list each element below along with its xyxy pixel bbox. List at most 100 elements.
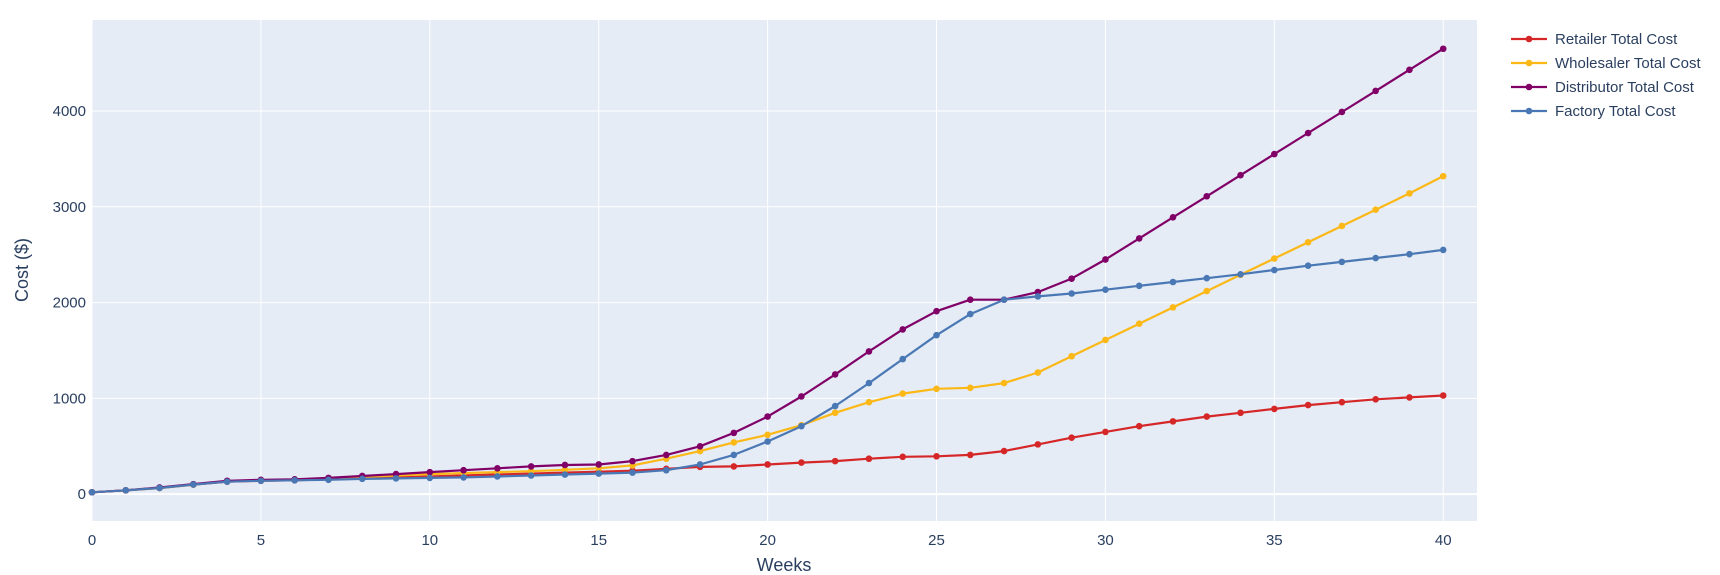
data-point [1169,214,1177,221]
data-point [1237,271,1244,278]
data-point [460,466,467,474]
data-point [831,457,839,465]
data-point [1102,286,1109,293]
data-point [1406,190,1413,197]
data-point [1102,256,1109,263]
data-point [629,457,636,465]
data-point [122,487,130,494]
data-point [696,442,704,450]
data-point [1135,282,1143,290]
data-point [223,478,231,486]
legend-marker [1525,83,1533,91]
legend-label: Distributor Total Cost [1555,79,1695,96]
legend-item: Factory Total Cost [1511,103,1676,120]
data-point [730,429,738,437]
y-tick-label: 1000 [53,390,86,407]
data-point [1135,320,1143,327]
y-tick-label: 3000 [53,199,86,216]
data-point [190,481,197,488]
data-point [865,455,873,463]
legend-item: Retailer Total Cost [1511,31,1678,48]
data-point [798,393,805,400]
data-point [1406,250,1413,258]
data-point [831,409,839,417]
data-point [865,398,873,406]
data-point [831,402,839,410]
legend-label: Retailer Total Cost [1555,31,1678,48]
data-point [1372,396,1379,403]
data-point [696,461,704,468]
data-point [662,466,670,474]
data-point [1237,409,1244,417]
series-lines [88,45,1447,496]
data-point [1237,171,1244,179]
data-point [561,466,569,474]
data-point [865,379,873,387]
data-point [1372,254,1379,262]
y-tick-labels: 0 1000 2000 3000 4000 [53,103,86,503]
x-tick-label: 20 [759,532,776,549]
data-point [1000,296,1008,304]
data-point [764,431,771,439]
data-point [730,463,738,470]
data-point [865,348,873,355]
data-point [1135,235,1143,242]
x-tick-label: 25 [928,532,945,549]
data-point [899,453,907,461]
data-point [966,451,974,459]
data-point [662,451,670,459]
data-point [392,475,400,482]
data-point [1271,150,1278,158]
data-point [1439,172,1447,180]
x-tick-label: 40 [1435,532,1452,549]
legend-marker [1525,59,1533,67]
data-point [527,472,535,479]
legend-marker [1525,107,1533,115]
x-tick-label: 5 [257,532,265,549]
data-point [156,484,163,492]
data-point [460,474,467,481]
series-factory-total-cost [88,246,1447,496]
data-point [1372,87,1379,95]
data-point [1203,274,1211,282]
data-point [798,459,805,466]
data-point [1068,275,1075,282]
legend-item: Distributor Total Cost [1511,79,1695,96]
data-point [730,439,738,446]
data-point [730,451,738,459]
data-point [966,384,974,392]
data-point [1102,428,1109,436]
data-point [1034,369,1042,376]
data-point [561,461,569,469]
data-point [88,488,96,496]
legend-label: Factory Total Cost [1555,103,1676,120]
data-point [764,413,771,420]
data-point [1034,441,1042,448]
data-point [561,471,569,478]
data-point [1304,238,1312,246]
data-point [696,447,704,455]
data-point [426,474,434,482]
data-point [1439,246,1447,254]
data-point [1271,266,1278,274]
data-point [1406,66,1413,74]
data-point [1439,392,1447,399]
data-point [764,461,771,468]
data-point [1000,379,1008,387]
data-point [325,476,332,484]
data-point [629,469,636,476]
data-point [1338,258,1346,266]
data-point [1203,413,1211,420]
x-tick-label: 30 [1097,532,1114,549]
series-distributor-total-cost [88,45,1447,496]
data-point [933,385,940,393]
data-point [966,296,974,304]
data-point [1203,192,1211,200]
x-tick-label: 35 [1266,532,1283,549]
y-tick-label: 4000 [53,103,86,120]
x-tick-label: 15 [590,532,607,549]
data-point [1068,434,1075,441]
data-point [1000,447,1008,455]
legend: Retailer Total Cost Wholesaler Total Cost… [1511,31,1701,120]
data-point [1271,255,1278,262]
